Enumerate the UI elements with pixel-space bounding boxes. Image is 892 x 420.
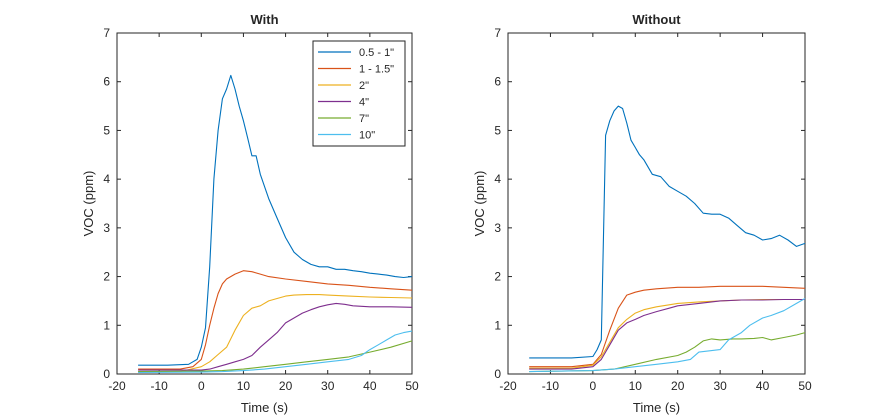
series-line-5 xyxy=(529,332,806,373)
x-axis-label: Time (s) xyxy=(633,400,680,415)
chart-panel-2: -20 -10 0 10 20 30 40 50 0 1 2 3 4 5 6 7 Without Time (s)… xyxy=(472,12,812,415)
legend-label: 0.5 - 1" xyxy=(359,47,394,59)
chart-title: Without xyxy=(632,12,681,27)
chart-title: With xyxy=(250,12,278,27)
x-tick-label: 10 xyxy=(629,379,643,393)
y-tick-label: 6 xyxy=(494,75,501,89)
y-tick-label: 6 xyxy=(103,75,110,89)
series-line-1 xyxy=(138,74,413,366)
y-tick-label: 5 xyxy=(103,123,110,137)
x-tick-label: -10 xyxy=(542,379,560,393)
y-tick-label: 0 xyxy=(103,367,110,381)
legend: 0.5 - 1" 1 - 1.5" 2" 4" 7" 10" xyxy=(312,40,406,147)
y-tick-label: 5 xyxy=(494,123,501,137)
series-line-4 xyxy=(529,298,805,370)
y-tick-label: 4 xyxy=(494,172,501,186)
y-tick-label: 3 xyxy=(494,221,501,235)
series-line-1 xyxy=(529,105,806,359)
x-tick-label: 30 xyxy=(713,379,727,393)
x-tick-label: 40 xyxy=(363,379,377,393)
plot-area xyxy=(507,32,806,375)
x-tick-label: 0 xyxy=(198,379,205,393)
x-tick-label: 0 xyxy=(590,379,597,393)
chart-panel-1: -20 -10 0 10 20 30 40 50 0 1 2 3 4 5 6 7 With Time (s) VOC… xyxy=(81,12,419,415)
x-tick-label: 20 xyxy=(279,379,293,393)
legend-label: 7" xyxy=(359,113,369,125)
x-tick-label: 20 xyxy=(671,379,685,393)
legend-label: 10" xyxy=(359,130,375,142)
x-tick-label: 10 xyxy=(237,379,251,393)
y-axis-label: VOC (ppm) xyxy=(472,171,487,237)
series-line-2 xyxy=(138,270,413,370)
legend-label: 1 - 1.5" xyxy=(359,64,394,76)
series-line-2 xyxy=(529,285,806,368)
y-tick-label: 7 xyxy=(103,26,110,40)
x-tick-label: 30 xyxy=(321,379,335,393)
x-tick-label: -20 xyxy=(108,379,126,393)
y-tick-label: 1 xyxy=(494,318,501,332)
x-tick-label: 50 xyxy=(798,379,812,393)
y-tick-label: 2 xyxy=(494,270,501,284)
y-tick-label: 2 xyxy=(103,270,110,284)
y-tick-label: 4 xyxy=(103,172,110,186)
y-tick-label: 3 xyxy=(103,221,110,235)
legend-label: 4" xyxy=(359,97,369,109)
y-axis-label: VOC (ppm) xyxy=(81,171,96,237)
series-line-3 xyxy=(138,294,413,373)
x-tick-label: -10 xyxy=(150,379,168,393)
series-line-6 xyxy=(138,330,413,374)
x-axis-label: Time (s) xyxy=(241,400,288,415)
legend-box xyxy=(312,40,406,147)
x-tick-label: 50 xyxy=(405,379,419,393)
x-tick-label: -20 xyxy=(499,379,517,393)
series-line-4 xyxy=(138,302,413,371)
y-tick-label: 0 xyxy=(494,367,501,381)
y-tick-label: 7 xyxy=(494,26,501,40)
legend-label: 2" xyxy=(359,80,369,92)
series-line-5 xyxy=(138,340,413,373)
x-tick-label: 40 xyxy=(756,379,770,393)
series-line-6 xyxy=(529,298,806,373)
y-tick-label: 1 xyxy=(103,318,110,332)
